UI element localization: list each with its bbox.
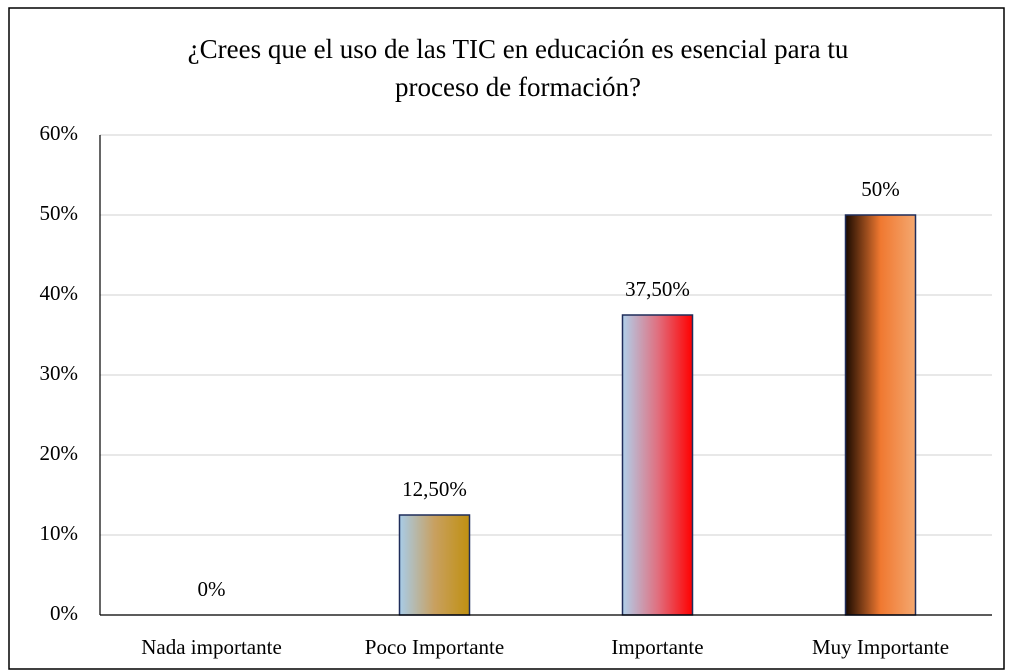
y-tick-label: 10% [40, 521, 79, 545]
y-tick-label: 40% [40, 281, 79, 305]
x-tick-label: Nada importante [141, 635, 282, 659]
data-label: 0% [198, 577, 226, 601]
data-label: 50% [861, 177, 900, 201]
chart-title-line: proceso de formación? [395, 72, 641, 102]
x-tick-label: Muy Importante [812, 635, 949, 659]
chart-frame [8, 7, 1005, 670]
y-tick-label: 50% [40, 201, 79, 225]
y-tick-label: 20% [40, 441, 79, 465]
data-label: 37,50% [625, 277, 690, 301]
x-tick-label: Importante [611, 635, 703, 659]
y-tick-label: 60% [40, 121, 79, 145]
bar [398, 514, 471, 616]
y-tick-label: 0% [50, 601, 78, 625]
x-tick-label: Poco Importante [365, 635, 504, 659]
chart-title-line: ¿Crees que el uso de las TIC en educació… [188, 34, 849, 64]
bar [844, 214, 917, 616]
bar [621, 314, 694, 616]
data-label: 12,50% [402, 477, 467, 501]
y-tick-label: 30% [40, 361, 79, 385]
